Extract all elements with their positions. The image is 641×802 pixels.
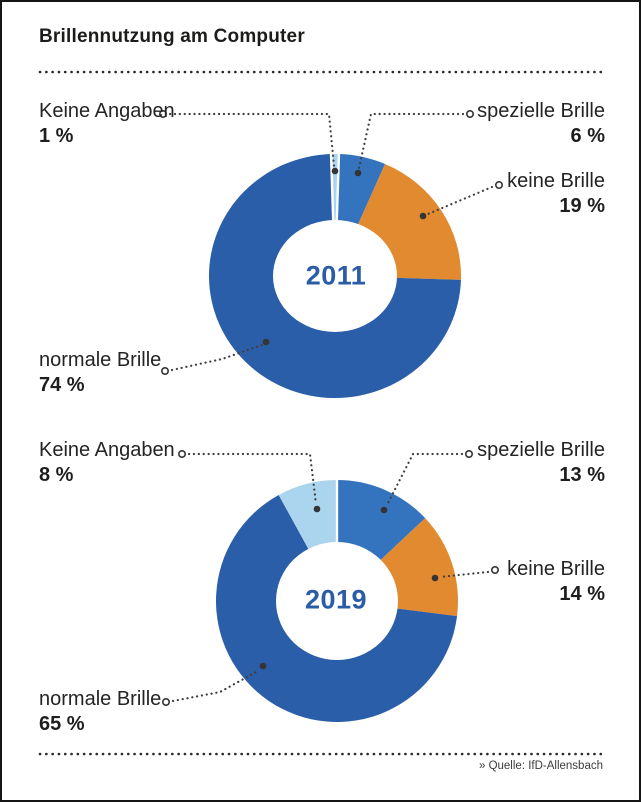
leader-line-2011-normale-brille	[170, 343, 264, 372]
label-value: 65 %	[39, 713, 85, 735]
label-text: normale Brille	[39, 349, 162, 371]
label-text: Keine Angaben	[39, 100, 175, 122]
leader-line-2011-keine-brille	[426, 185, 494, 216]
donut-center-year-2019: 2019	[304, 584, 368, 615]
label-text: normale Brille	[39, 688, 162, 710]
label-value: 8 %	[39, 464, 74, 486]
leader-line-2011-keine-angaben	[168, 112, 336, 168]
label-2011-spezielle-brille: spezielle Brille 6 %	[477, 99, 605, 149]
leader-dot-marker-2019-keine-brille	[431, 574, 439, 582]
leader-ring-marker-2019-keine-brille	[490, 565, 499, 574]
page-title: Brillennutzung am Computer	[39, 26, 305, 47]
label-text: keine Brille	[507, 558, 605, 580]
leader-dot-marker-2011-normale-brille	[262, 338, 270, 346]
leader-ring-marker-2011-keine-brille	[494, 181, 503, 190]
leader-dot-marker-2019-keine-angaben	[313, 505, 321, 513]
label-value: 14 %	[559, 583, 605, 605]
label-2019-keine-angaben: Keine Angaben 8 %	[39, 438, 175, 488]
leader-ring-marker-2019-spezielle-brille	[464, 449, 473, 458]
donut-2019-hole	[276, 542, 398, 660]
leader-line-2019-keine-angaben	[187, 452, 318, 506]
label-2011-normale-brille: normale Brille 74 %	[39, 348, 161, 398]
label-2019-keine-brille: keine Brille 14 %	[507, 557, 605, 607]
donut-2011-hole	[273, 220, 397, 332]
label-2019-normale-brille: normale Brille 65 %	[39, 687, 161, 737]
leader-dot-marker-2019-normale-brille	[259, 662, 267, 670]
leader-dot-marker-2011-keine-brille	[419, 212, 427, 220]
source-credit: » Quelle: IfD-Allensbach	[478, 760, 603, 772]
leader-line-2011-spezielle-brille	[357, 112, 465, 170]
label-text: Keine Angaben	[39, 439, 175, 461]
donut-center-year-2011: 2011	[305, 260, 367, 291]
label-value: 19 %	[559, 195, 605, 217]
leader-ring-marker-2019-normale-brille	[162, 697, 171, 706]
label-value: 6 %	[570, 125, 605, 147]
leader-ring-marker-2011-keine-angaben	[159, 110, 168, 119]
label-value: 13 %	[559, 464, 605, 486]
label-value: 74 %	[39, 374, 85, 396]
leader-ring-marker-2011-spezielle-brille	[465, 110, 474, 119]
leader-dot-marker-2011-keine-angaben	[331, 167, 339, 175]
label-2011-keine-angaben: Keine Angaben 1 %	[39, 99, 175, 149]
leader-line-2019-keine-brille	[438, 570, 490, 579]
leader-ring-marker-2019-keine-angaben	[178, 449, 187, 458]
label-text: keine Brille	[507, 170, 605, 192]
leader-dot-marker-2019-spezielle-brille	[380, 506, 388, 514]
leader-line-2019-spezielle-brille	[385, 452, 464, 507]
label-2011-keine-brille: keine Brille 19 %	[507, 169, 605, 219]
label-text: spezielle Brille	[477, 439, 605, 461]
label-2019-spezielle-brille: spezielle Brille 13 %	[477, 438, 605, 488]
leader-dot-marker-2011-spezielle-brille	[354, 169, 362, 177]
label-text: spezielle Brille	[477, 100, 605, 122]
leader-ring-marker-2011-normale-brille	[161, 366, 170, 375]
label-value: 1 %	[39, 125, 74, 147]
